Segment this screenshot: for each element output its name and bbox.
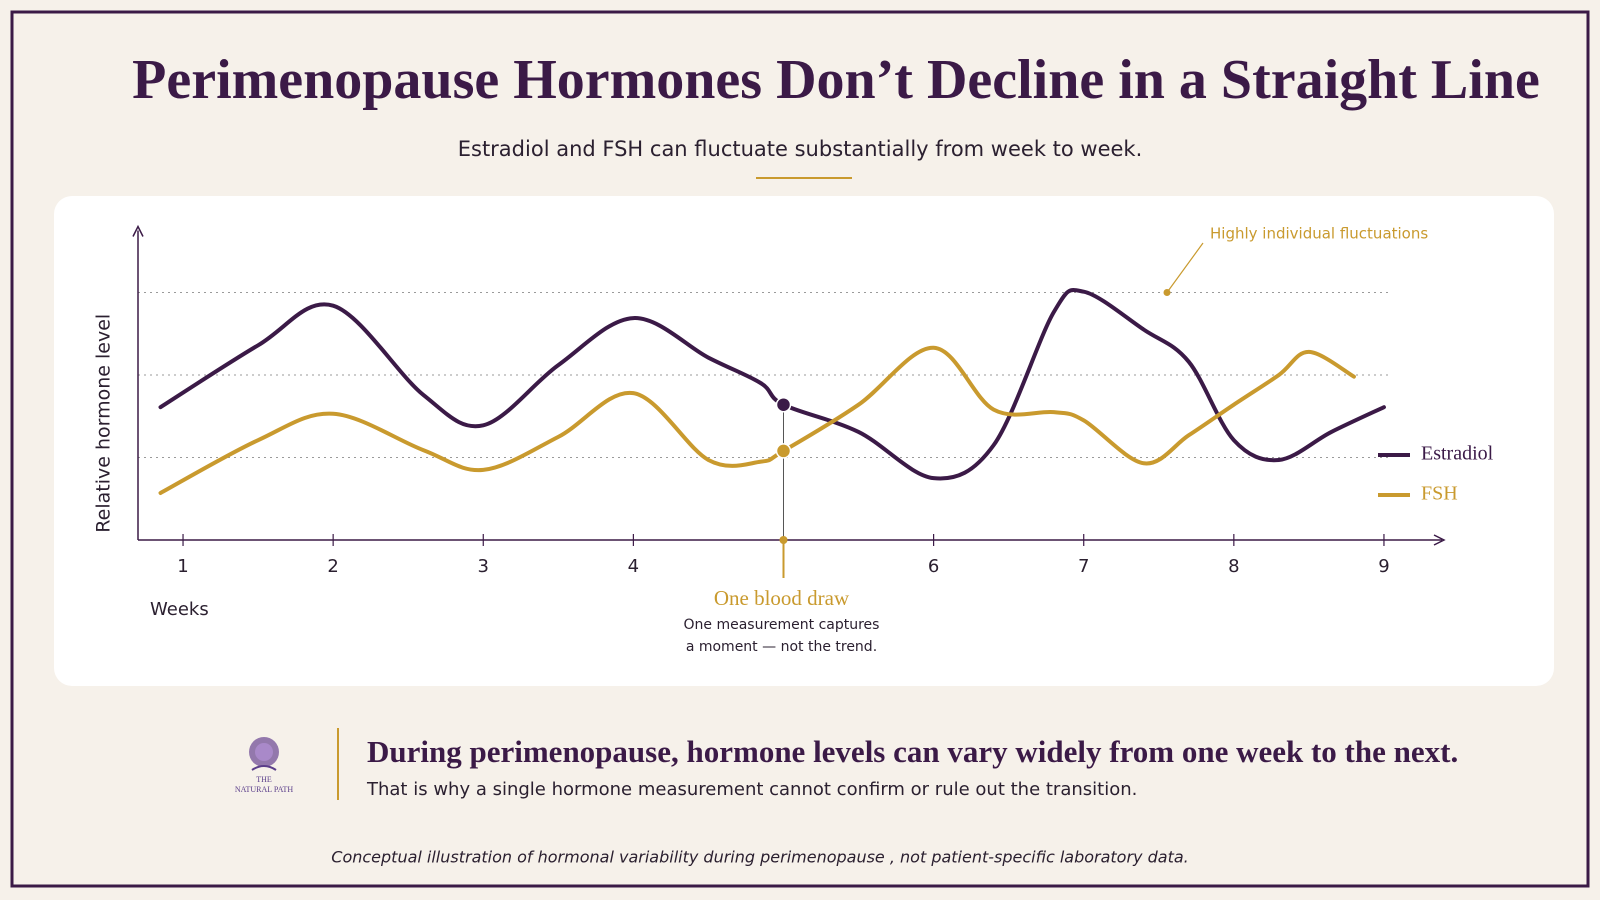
x-axis-arrow [1433,534,1446,546]
annotation: Highly individual fluctuations [1210,225,1428,243]
x-tick-label: 8 [1228,556,1239,577]
x-tick-label: 6 [928,556,939,577]
line-1 [158,345,1356,495]
y-axis-label: Relative hormone level [93,314,115,533]
logo-text: THE [256,775,272,784]
title: Perimenopause Hormones Don’t Decline in … [132,49,1540,111]
logo: THE NATURAL PATH [235,737,294,794]
legend-label: Estradiol [1421,443,1494,465]
logo-text: NATURAL PATH [235,785,294,794]
line-0 [158,288,1386,481]
x-tick-label: 3 [478,556,489,577]
x-axis-label: Weeks [150,599,209,620]
blood-draw-note: a moment — not the trend. [686,639,877,655]
blood-draw-tick [779,536,788,544]
takeaway-heading: During perimenopause, hormone levels can… [367,734,1458,769]
blood-draw-point [775,443,792,459]
x-tick-label: 4 [628,556,639,577]
subtitle: Estradiol and FSH can fluctuate substant… [458,137,1143,161]
x-tick-label: 2 [327,556,338,577]
blood-draw-label: One blood draw [714,586,850,610]
takeaway-text: That is why a single hormone measurement… [366,779,1137,800]
footnote: Conceptual illustration of hormonal vari… [331,848,1188,867]
y-axis-arrow [132,224,144,237]
x-tick-label: 7 [1078,556,1089,577]
x-tick-label: 1 [177,556,188,577]
x-tick-label: 9 [1378,556,1389,577]
legend-label: FSH [1421,483,1458,505]
plot: Relative hormone level Weeks 1 2 3 4 6 7 8 9 Estra… [93,225,1494,656]
blood-draw-point [775,396,792,413]
blood-draw-note: One measurement captures [684,617,880,633]
annotation-leader [1166,242,1204,293]
